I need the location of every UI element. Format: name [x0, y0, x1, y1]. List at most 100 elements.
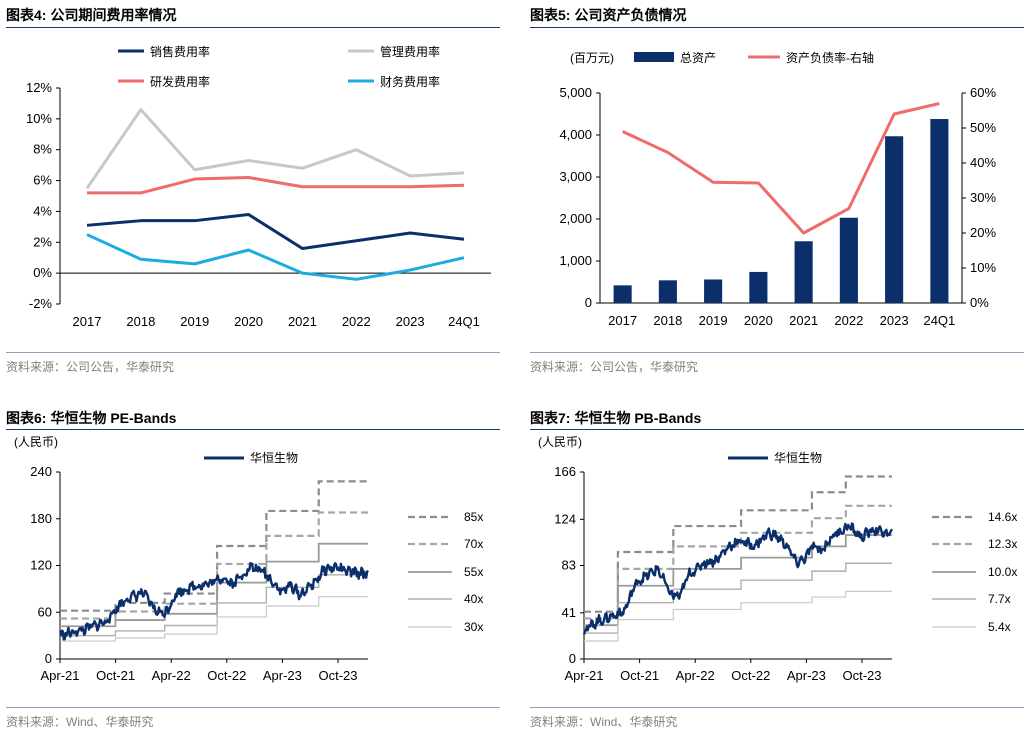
- chart5-bottom-rule: [530, 352, 1024, 353]
- right-tick-label: 20%: [970, 225, 996, 240]
- x-tick-label: Oct-21: [620, 668, 659, 683]
- x-tick-label: 2019: [699, 313, 728, 328]
- right-tick-label: 60%: [970, 85, 996, 100]
- x-tick-label: 2017: [73, 314, 102, 329]
- x-tick-label: 2018: [653, 313, 682, 328]
- legend-label-line: 资产负债率-右轴: [786, 50, 874, 65]
- chart7-bottom-rule: [530, 707, 1024, 708]
- y-tick-label: 0: [569, 651, 576, 666]
- band-line-3: [584, 562, 892, 634]
- chart7-plot: (人民币) 华恒生物 166 124 83 41 0 Apr-21 Oct-21 Apr-22 Oc…: [538, 435, 1017, 683]
- asset-bar: [930, 119, 949, 303]
- legend-swatch-bar: [634, 52, 674, 62]
- chart7-source: 资料来源：Wind、华泰研究: [530, 715, 678, 729]
- y-tick-label: 180: [30, 511, 52, 526]
- band-line-4: [60, 596, 368, 642]
- chart5-source: 资料来源：公司公告，华泰研究: [530, 360, 699, 374]
- y-tick-label: 0: [45, 651, 52, 666]
- right-tick-label: 30%: [970, 190, 996, 205]
- y-tick-label: 4%: [33, 203, 52, 218]
- chart4-title: 图表4: 公司期间费用率情况: [6, 7, 177, 23]
- asset-bar: [613, 285, 632, 303]
- band-legend-label-4: 30x: [464, 620, 483, 634]
- y-tick-label: 41: [562, 605, 576, 620]
- legend-label-3: 财务费用率: [380, 74, 440, 89]
- x-tick-label: 2017: [608, 313, 637, 328]
- band-legend-label-1: 70x: [464, 537, 483, 551]
- chart6-top-rule: [6, 429, 500, 430]
- x-tick-label: Apr-22: [152, 668, 191, 683]
- chart6-source: 资料来源：Wind、华泰研究: [6, 715, 154, 729]
- chart4-source: 资料来源：公司公告，华泰研究: [6, 360, 175, 374]
- left-tick-label: 0: [585, 295, 592, 310]
- legend-label-1: 管理费用率: [380, 44, 440, 59]
- band-legend-label-2: 55x: [464, 565, 483, 579]
- y-tick-label: 166: [554, 464, 576, 479]
- legend-label-bar: 总资产: [680, 51, 716, 65]
- debt-ratio-line: [621, 102, 940, 235]
- band-line-0: [584, 475, 892, 613]
- y-tick-label: 60: [38, 604, 52, 619]
- chart5-top-rule: [530, 27, 1024, 28]
- band-legend-label-0: 14.6x: [988, 510, 1017, 524]
- y-tick-label: -2%: [29, 296, 53, 311]
- band-legend-label-4: 5.4x: [988, 620, 1011, 634]
- y-tick-label: 83: [562, 558, 576, 573]
- x-tick-label: Apr-21: [40, 668, 79, 683]
- band-line-3: [60, 574, 368, 637]
- x-tick-label: 2021: [789, 313, 818, 328]
- x-tick-label: 2020: [744, 313, 773, 328]
- left-tick-label: 1,000: [559, 253, 592, 268]
- band-line-2: [584, 534, 892, 627]
- price-line: [582, 522, 894, 635]
- right-tick-label: 10%: [970, 260, 996, 275]
- x-tick-label: 2022: [834, 313, 863, 328]
- x-tick-label: 2022: [342, 314, 371, 329]
- x-tick-label: Oct-22: [731, 668, 770, 683]
- band-line-1: [584, 504, 892, 620]
- y-tick-label: 8%: [33, 142, 52, 157]
- legend-label-2: 研发费用率: [150, 74, 210, 89]
- asset-bar: [794, 241, 813, 303]
- series-line-3: [86, 233, 465, 281]
- chart4-top-rule: [6, 27, 500, 28]
- legend-label-price: 华恒生物: [774, 451, 822, 465]
- y-tick-label: 0%: [33, 265, 52, 280]
- series-line-2: [87, 175, 465, 195]
- right-tick-label: 50%: [970, 120, 996, 135]
- x-tick-label: 2023: [396, 314, 425, 329]
- x-tick-label: Oct-23: [318, 668, 357, 683]
- chart6-title: 图表6: 华恒生物 PE-Bands: [6, 410, 177, 426]
- price-line: [59, 562, 369, 641]
- chart7-title: 图表7: 华恒生物 PB-Bands: [530, 410, 702, 426]
- y-tick-label: 124: [554, 511, 576, 526]
- x-tick-label: Oct-23: [842, 668, 881, 683]
- unit-label: (人民币): [14, 435, 58, 449]
- x-tick-label: Apr-23: [263, 668, 302, 683]
- chart6-plot: (人民币) 华恒生物 240 180 120 60 0 Apr-21 Oct-21 Apr-22 O…: [14, 435, 483, 683]
- unit-label: (人民币): [538, 435, 582, 449]
- left-tick-label: 2,000: [559, 211, 592, 226]
- x-tick-label: 2020: [234, 314, 263, 329]
- legend-label-0: 销售费用率: [150, 44, 210, 59]
- asset-bar: [839, 217, 858, 303]
- legend-label-price: 华恒生物: [250, 451, 298, 465]
- y-tick-label: 240: [30, 464, 52, 479]
- x-tick-label: Apr-21: [564, 668, 603, 683]
- x-tick-label: 24Q1: [923, 313, 955, 328]
- y-tick-label: 2%: [33, 234, 52, 249]
- band-legend-label-3: 40x: [464, 592, 483, 606]
- asset-bar: [885, 136, 904, 303]
- y-tick-label: 12%: [26, 80, 52, 95]
- chart4-bottom-rule: [6, 352, 500, 353]
- band-legend-label-2: 10.0x: [988, 565, 1017, 579]
- band-line-0: [60, 480, 368, 612]
- band-legend-label-1: 12.3x: [988, 537, 1017, 551]
- x-tick-label: 2019: [180, 314, 209, 329]
- band-legend-label-3: 7.7x: [988, 592, 1011, 606]
- left-tick-label: 5,000: [559, 85, 592, 100]
- chart6-bottom-rule: [6, 707, 500, 708]
- chart5-plot: (百万元) 总资产 资产负债率-右轴 5,000 4,000 3,000 2,000 1,00…: [559, 50, 996, 328]
- right-tick-label: 40%: [970, 155, 996, 170]
- x-tick-label: Apr-23: [787, 668, 826, 683]
